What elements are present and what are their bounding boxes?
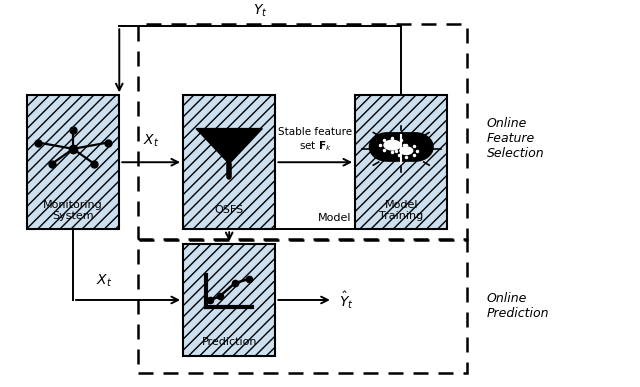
Text: $\hat{Y}_t$: $\hat{Y}_t$ bbox=[339, 289, 354, 311]
Text: $X_t$: $X_t$ bbox=[143, 133, 159, 149]
Text: Model: Model bbox=[317, 212, 351, 223]
Circle shape bbox=[400, 147, 413, 154]
Text: $X_t$: $X_t$ bbox=[96, 272, 112, 289]
Text: Monitoring
System: Monitoring System bbox=[44, 200, 103, 221]
Polygon shape bbox=[196, 128, 262, 164]
Bar bbox=[183, 95, 275, 229]
Text: Stable feature
set $\mathbf{F}_k$: Stable feature set $\mathbf{F}_k$ bbox=[278, 127, 352, 153]
Polygon shape bbox=[369, 133, 433, 161]
Text: Online
Prediction: Online Prediction bbox=[487, 291, 550, 320]
Bar bbox=[27, 95, 119, 229]
Bar bbox=[355, 95, 447, 229]
Circle shape bbox=[384, 140, 401, 150]
Bar bbox=[138, 240, 467, 373]
Text: Prediction: Prediction bbox=[202, 337, 257, 348]
Bar bbox=[138, 24, 467, 238]
Text: $Y_t$: $Y_t$ bbox=[253, 2, 268, 19]
Text: OSFS: OSFS bbox=[214, 205, 244, 216]
Bar bbox=[183, 244, 275, 356]
Text: Online
Feature
Selection: Online Feature Selection bbox=[487, 116, 545, 159]
Text: Model
Training: Model Training bbox=[379, 200, 424, 221]
